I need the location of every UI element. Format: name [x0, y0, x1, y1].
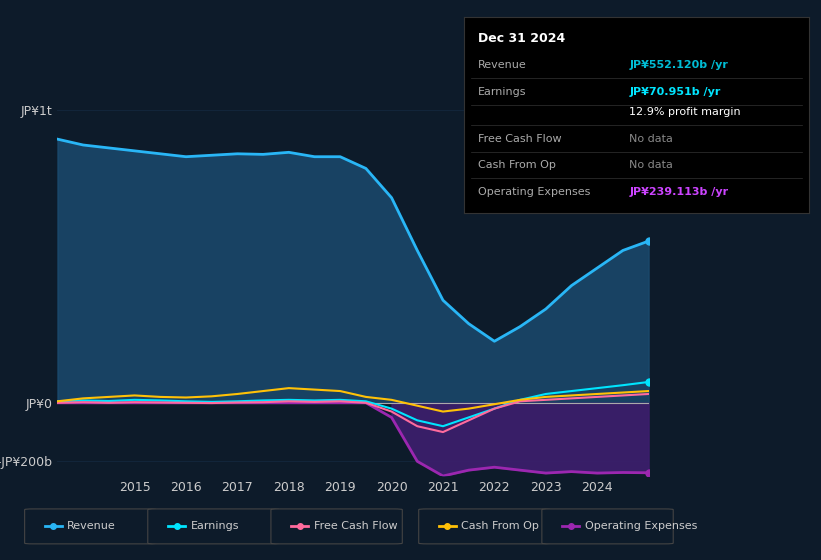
Text: Earnings: Earnings [190, 521, 239, 531]
Text: Cash From Op: Cash From Op [478, 160, 556, 170]
FancyBboxPatch shape [25, 509, 156, 544]
Text: Operating Expenses: Operating Expenses [585, 521, 697, 531]
Text: Operating Expenses: Operating Expenses [478, 187, 590, 197]
FancyBboxPatch shape [419, 509, 550, 544]
Text: Revenue: Revenue [67, 521, 116, 531]
FancyBboxPatch shape [542, 509, 673, 544]
Text: Earnings: Earnings [478, 87, 526, 97]
Text: Dec 31 2024: Dec 31 2024 [478, 32, 565, 45]
Text: JP¥552.120b /yr: JP¥552.120b /yr [630, 60, 728, 70]
Text: JP¥239.113b /yr: JP¥239.113b /yr [630, 187, 728, 197]
FancyBboxPatch shape [148, 509, 279, 544]
Text: Revenue: Revenue [478, 60, 526, 70]
Text: Free Cash Flow: Free Cash Flow [314, 521, 397, 531]
Text: Cash From Op: Cash From Op [461, 521, 539, 531]
Text: JP¥70.951b /yr: JP¥70.951b /yr [630, 87, 721, 97]
Text: No data: No data [630, 134, 673, 144]
FancyBboxPatch shape [271, 509, 402, 544]
Text: 12.9% profit margin: 12.9% profit margin [630, 107, 741, 117]
Text: Free Cash Flow: Free Cash Flow [478, 134, 562, 144]
Text: No data: No data [630, 160, 673, 170]
